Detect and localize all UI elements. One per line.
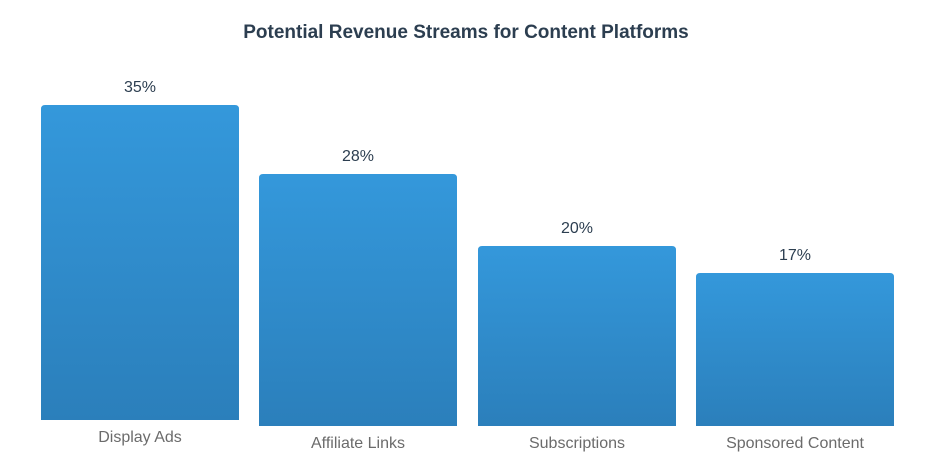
bar-value-label: 35%	[124, 79, 156, 96]
bar-display-ads	[41, 105, 239, 420]
bar-sponsored-content	[696, 273, 894, 426]
category-label: Sponsored Content	[726, 435, 864, 452]
bar-value-label: 28%	[342, 148, 374, 165]
bars-layer: 35% Display Ads 28% Affiliate Links 20% Subsc…	[41, 79, 894, 452]
bar-subscriptions	[478, 246, 676, 426]
bar-value-label: 20%	[561, 220, 593, 237]
chart-title: Potential Revenue Streams for Content Pl…	[243, 22, 689, 43]
category-label: Affiliate Links	[311, 435, 405, 452]
category-label: Display Ads	[98, 429, 182, 446]
category-label: Subscriptions	[529, 435, 625, 452]
bar-value-label: 17%	[779, 247, 811, 264]
bar-affiliate-links	[259, 174, 457, 426]
